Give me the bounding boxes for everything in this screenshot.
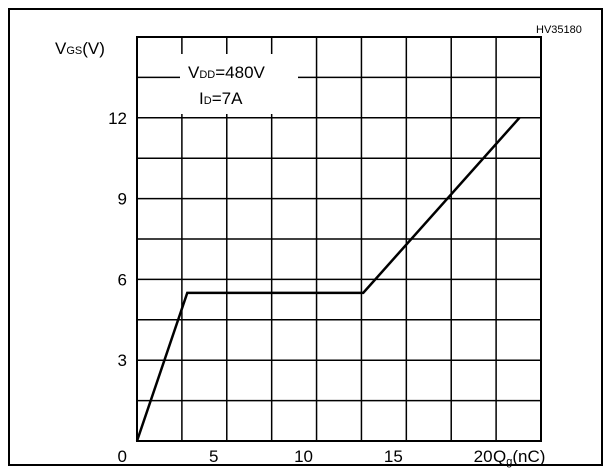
gate-charge-curve	[135, 116, 521, 442]
y-tick-label: 9	[118, 190, 127, 209]
y-tick-label: 12	[108, 109, 127, 128]
y-tick-label: 6	[118, 270, 127, 289]
annotation-box	[180, 54, 298, 114]
y-axis-label: VGS(V)	[55, 39, 105, 58]
x-tick-label: 10	[294, 447, 313, 466]
figure-code: HV35180	[536, 24, 582, 36]
annotation-vdd: VDD=480V	[188, 63, 266, 82]
annotation-id: ID=7A	[199, 89, 243, 108]
tick-labels: 0 5 10 15 20 3 6 9 12	[108, 109, 492, 466]
chart-frame	[8, 8, 603, 466]
x-axis-label: Qg(nC)	[493, 447, 545, 468]
plot-area-border	[136, 36, 542, 442]
origin-tick-label: 0	[118, 447, 127, 466]
x-tick-label: 20	[474, 447, 493, 466]
y-tick-label: 3	[118, 351, 127, 370]
x-tick-label: 15	[384, 447, 403, 466]
x-tick-label: 5	[209, 447, 218, 466]
